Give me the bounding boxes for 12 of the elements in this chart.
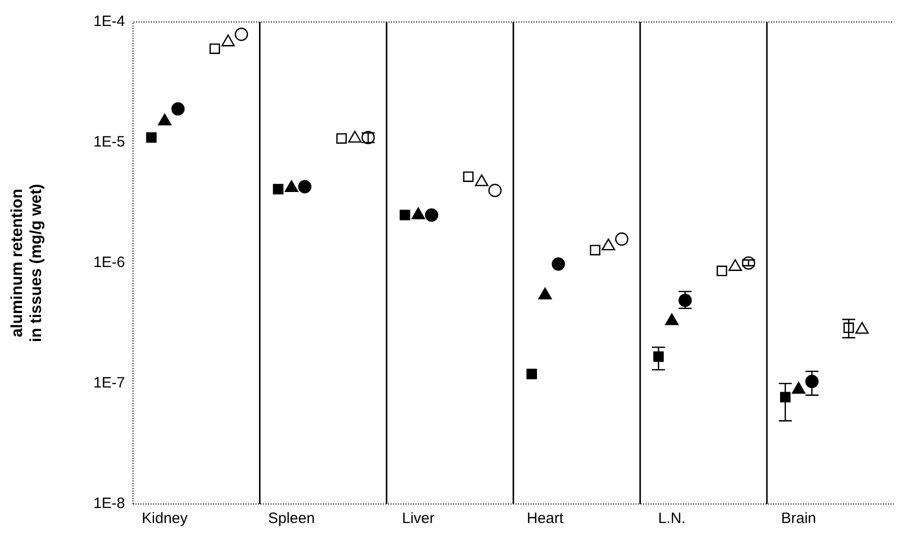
y-tick-label: 1E-5	[93, 134, 125, 151]
y-tick-label: 1E-7	[93, 374, 125, 392]
x-tick-label: Spleen	[268, 510, 315, 528]
y-axis-title: aluminum retention in tissues (mg/g wet)	[9, 184, 46, 342]
x-tick-label: Liver	[402, 510, 435, 528]
y-tick-label: 1E-4	[93, 13, 125, 30]
y-tick-label: 1E-6	[93, 254, 125, 272]
x-tick-label: Kidney	[142, 510, 188, 528]
x-tick-label: Heart	[526, 510, 564, 528]
x-tick-label: Brain	[781, 510, 816, 528]
y-tick-label: 1E-8	[93, 495, 125, 512]
x-tick-label: L.N.	[658, 510, 686, 528]
